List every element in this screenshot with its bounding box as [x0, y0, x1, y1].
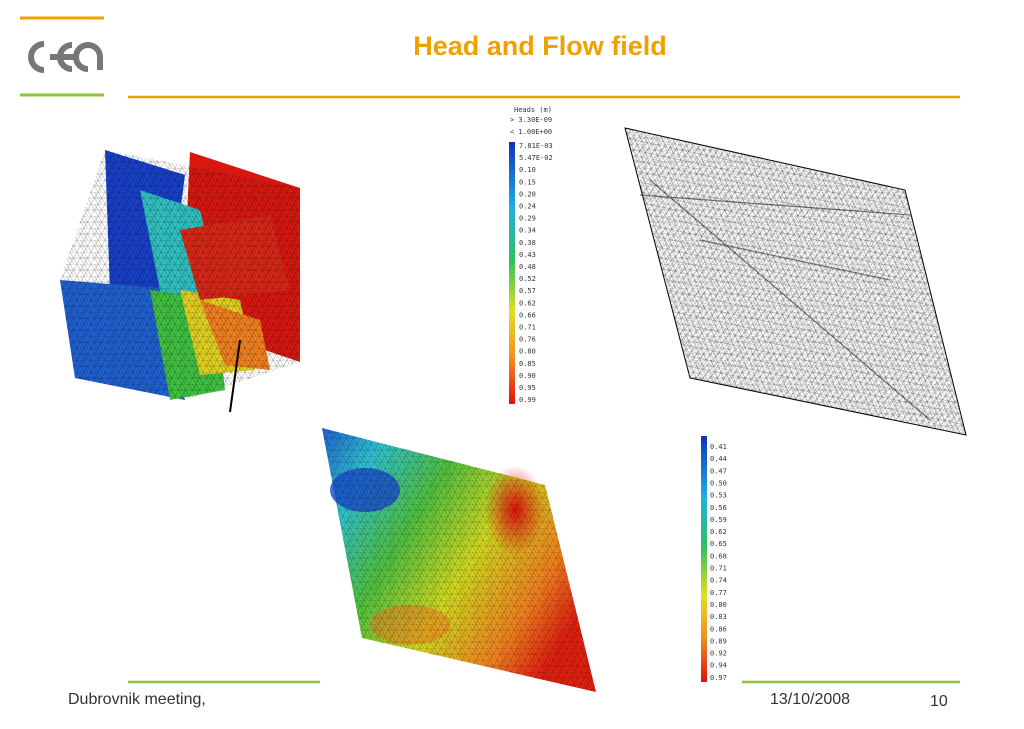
- legend-label: 0.80: [519, 348, 536, 356]
- logo: [20, 16, 104, 97]
- legend-label: 0.80: [710, 601, 727, 609]
- legend-label: 0.62: [519, 299, 536, 307]
- legend-label: 0.52: [519, 275, 536, 283]
- page-number: 10: [930, 693, 948, 710]
- title: Head and Flow field: [413, 31, 667, 61]
- legend-label: 0.65: [710, 540, 727, 548]
- legend-label: 0.29: [519, 215, 536, 223]
- legend-label: 0.15: [519, 178, 536, 186]
- legend-label: 0.38: [519, 239, 536, 247]
- legend-label: 0.41: [710, 443, 727, 451]
- legend-label: 0.56: [710, 504, 727, 512]
- legend-label: 0.89: [710, 637, 727, 645]
- legend-label: 0.57: [519, 287, 536, 295]
- legend-label: 0.50: [710, 479, 727, 487]
- footer-event: Dubrovnik meeting,: [68, 691, 206, 708]
- legend-above: > 3.30E-09: [510, 116, 552, 124]
- colorbar: [509, 142, 515, 404]
- legend-label: 0.83: [710, 613, 727, 621]
- legend-label: 0.74: [710, 577, 727, 585]
- flow-mesh-image: [624, 127, 967, 436]
- legend-label: 7.81E-03: [519, 142, 553, 150]
- legend-label: 0.71: [710, 565, 727, 573]
- legend-label: 0.20: [519, 190, 536, 198]
- head-field-image: [322, 428, 596, 692]
- fracture-network-image: [60, 150, 300, 413]
- legend-label: 0.53: [710, 492, 727, 500]
- legend-label: 0.86: [710, 625, 727, 633]
- legend-label: 0.90: [519, 372, 536, 380]
- footer-date: 13/10/2008: [770, 691, 850, 708]
- legend-label: 0.62: [710, 528, 727, 536]
- legend-label: 0.48: [519, 263, 536, 271]
- legend-label: 0.99: [519, 396, 536, 404]
- legend-label: 0.94: [710, 662, 727, 670]
- legend-label: 0.92: [710, 650, 727, 658]
- legend-label: 0.77: [710, 589, 727, 597]
- legend-label: 0.68: [710, 552, 727, 560]
- legend-label: 0.24: [519, 203, 536, 211]
- legend-label: 0.10: [519, 166, 536, 174]
- legend-label: 0.95: [519, 384, 536, 392]
- legend-title: Heads (m): [514, 106, 552, 114]
- legend-label: 0.34: [519, 227, 536, 235]
- heads-legend: Heads (m) > 3.30E-09 < 1.00E+00 7.81E-03…: [509, 106, 553, 404]
- legend-label: 0.76: [519, 336, 536, 344]
- legend-label: 5.47E-02: [519, 154, 553, 162]
- velocity-legend: 0.41 0.44 0.47 0.50 0.53 0.56 0.59 0.62 0.65 0.68…: [701, 436, 727, 682]
- colorbar: [701, 436, 707, 682]
- legend-label: 0.71: [519, 324, 536, 332]
- legend-below: < 1.00E+00: [510, 128, 552, 136]
- legend-label: 0.85: [519, 360, 536, 368]
- legend-label: 0.97: [710, 674, 727, 682]
- legend-label: 0.43: [519, 251, 536, 259]
- legend-label: 0.59: [710, 516, 727, 524]
- legend-label: 0.66: [519, 311, 536, 319]
- legend-label: 0.44: [710, 455, 727, 463]
- legend-label: 0.47: [710, 467, 727, 475]
